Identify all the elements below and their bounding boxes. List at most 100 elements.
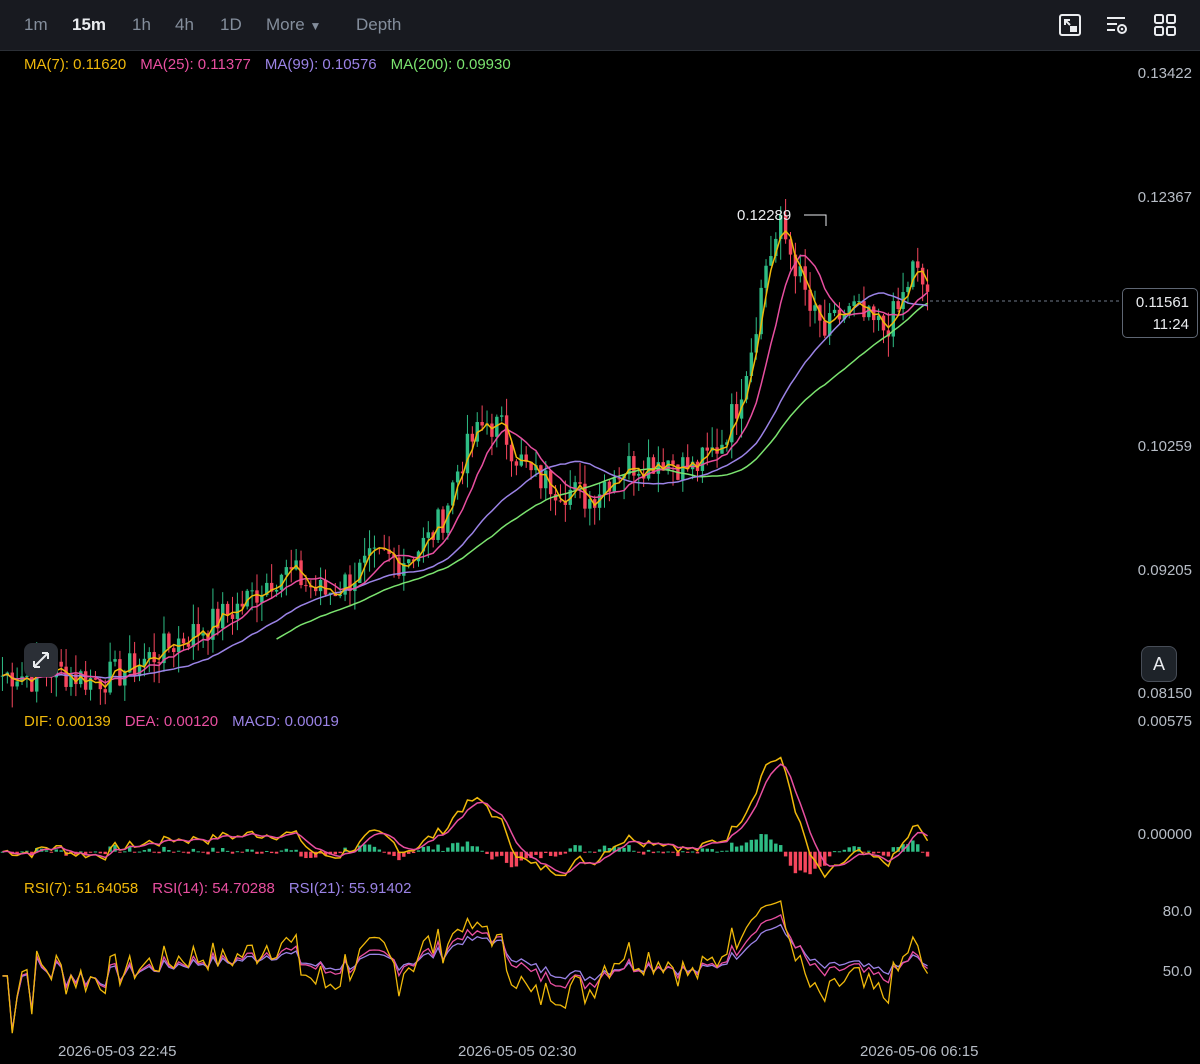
macd-histogram-bar xyxy=(387,851,391,855)
macd-histogram-bar xyxy=(240,851,245,853)
candle-body xyxy=(172,648,176,653)
rsi-axis-label: 80.0 xyxy=(1162,903,1192,920)
macd-histogram-bar xyxy=(544,851,548,853)
macd-histogram-bar xyxy=(455,842,460,852)
macd-histogram-bar xyxy=(93,851,98,853)
candle-body xyxy=(862,301,866,318)
macd-histogram-bar xyxy=(431,849,435,852)
macd-histogram-bar xyxy=(808,851,812,875)
macd-histogram-bar xyxy=(759,834,763,852)
candle-body xyxy=(245,590,249,607)
macd-histogram-bar xyxy=(524,851,528,859)
rsi-panel xyxy=(2,900,929,1034)
caret-down-icon: ▼ xyxy=(309,19,322,33)
candle-body xyxy=(627,456,631,475)
macd-histogram-bar xyxy=(25,850,29,852)
candle-body xyxy=(250,590,254,592)
interval-1h[interactable]: 1h xyxy=(132,15,151,34)
candle-body xyxy=(774,238,778,257)
macd-histogram-bar xyxy=(446,847,450,852)
candle-body xyxy=(0,675,5,677)
candle-body xyxy=(127,653,132,673)
layout-grid-icon[interactable] xyxy=(1153,13,1177,37)
candle-body xyxy=(499,415,504,417)
macd-histogram-bar xyxy=(304,851,308,859)
moving-average-lines xyxy=(2,229,929,689)
expand-chart-button[interactable] xyxy=(24,643,58,677)
candle-body xyxy=(216,608,220,629)
macd-histogram-bar xyxy=(172,851,176,853)
macd-histogram-bar xyxy=(749,839,754,852)
macd-histogram-bar xyxy=(568,848,572,852)
price-axis-label: 0.12367 xyxy=(1137,189,1192,206)
indicator-settings-icon[interactable] xyxy=(1105,13,1129,37)
macd-histogram-bar xyxy=(152,851,156,853)
candle-body xyxy=(181,638,186,644)
candle-body xyxy=(744,376,749,400)
macd-histogram-bar xyxy=(685,851,690,853)
candle-body xyxy=(455,471,460,483)
candle-body xyxy=(274,589,279,592)
candle-body xyxy=(759,287,763,335)
candle-body xyxy=(857,301,861,303)
candle-body xyxy=(220,603,225,629)
candle-body xyxy=(201,633,205,636)
candle-body xyxy=(671,460,675,465)
macd-histogram-bar xyxy=(627,845,631,852)
interval-4h[interactable]: 4h xyxy=(175,15,194,34)
macd-histogram-bar xyxy=(734,846,739,852)
rsi-axis-label: 50.0 xyxy=(1162,963,1192,980)
macd-histogram-bar xyxy=(925,851,930,857)
macd-histogram-bar xyxy=(583,851,587,853)
macd-histogram-bar xyxy=(15,851,19,854)
ma99-value: MA(99): 0.10576 xyxy=(264,56,377,73)
candle-body xyxy=(504,415,509,445)
interval-15m[interactable]: 15m xyxy=(72,15,107,34)
macd-histogram-bar xyxy=(382,851,386,853)
macd-histogram-bar xyxy=(235,851,240,853)
macd-histogram-bar xyxy=(30,851,34,855)
macd-histogram-bar xyxy=(906,844,910,852)
macd-histogram-bar xyxy=(495,851,499,857)
macd-histogram-bar xyxy=(460,846,465,852)
candle-body xyxy=(196,624,200,636)
candle-body xyxy=(583,483,587,509)
ma7-line xyxy=(2,229,929,689)
candle-body xyxy=(387,549,391,554)
macd-histogram-bar xyxy=(597,849,602,852)
candle-body xyxy=(289,567,293,570)
interval-1d[interactable]: 1D xyxy=(220,15,242,34)
interval-1m[interactable]: 1m xyxy=(24,15,48,34)
macd-histogram-bar xyxy=(250,849,254,852)
ma200-value: MA(200): 0.09930 xyxy=(390,56,511,73)
candle-body xyxy=(886,330,891,337)
macd-histogram-bar xyxy=(123,851,127,853)
macd-histogram-bar xyxy=(299,851,303,857)
auto-scale-button[interactable]: A xyxy=(1141,646,1177,682)
chart-settings-icon[interactable] xyxy=(1058,13,1082,37)
macd-histogram-bar xyxy=(656,851,661,853)
candle-body xyxy=(509,444,514,462)
macd-histogram-bar xyxy=(216,851,220,853)
macd-histogram-bar xyxy=(98,851,103,854)
candle-body xyxy=(284,567,289,575)
depth-tab[interactable]: Depth xyxy=(356,15,402,34)
macd-histogram-bar xyxy=(558,851,563,855)
candle-body xyxy=(867,306,871,318)
macd-value: MACD: 0.00019 xyxy=(232,713,339,730)
macd-histogram-bar xyxy=(157,851,161,854)
more-intervals-dropdown[interactable]: More ▼ xyxy=(266,15,321,35)
macd-histogram-bar xyxy=(588,851,592,853)
macd-histogram-bar xyxy=(103,851,107,855)
macd-histogram-bar xyxy=(167,850,171,852)
rsi21-value: RSI(21): 55.91402 xyxy=(288,880,412,897)
macd-histogram-bar xyxy=(475,846,479,852)
candle-body xyxy=(632,456,636,476)
candle-body xyxy=(441,509,445,533)
candle-body xyxy=(426,532,431,538)
macd-histogram-bar xyxy=(20,851,24,853)
macd-histogram-bar xyxy=(490,851,494,860)
macd-histogram-bar xyxy=(147,848,152,852)
macd-histogram-bar xyxy=(852,846,856,852)
